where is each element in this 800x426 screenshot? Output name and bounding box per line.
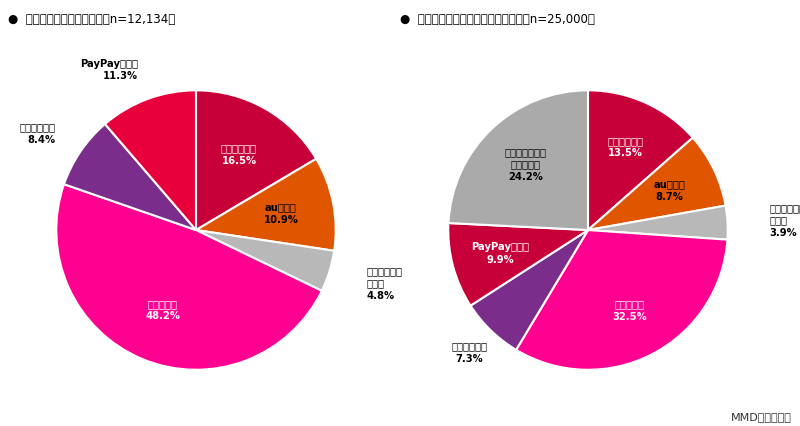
Wedge shape — [105, 90, 196, 230]
Text: PayPay経済圏
9.9%: PayPay経済圏 9.9% — [471, 242, 530, 265]
Text: ●  最も意識している経済圏（n=12,134）: ● 最も意識している経済圏（n=12,134） — [8, 13, 175, 26]
Text: ●  最も今後意識していきたい経済圏（n=25,000）: ● 最も今後意識していきたい経済圏（n=25,000） — [400, 13, 595, 26]
Wedge shape — [588, 206, 728, 240]
Wedge shape — [448, 223, 588, 305]
Text: au経済圏
10.9%: au経済圏 10.9% — [264, 202, 298, 225]
Text: イオン経済圏
8.4%: イオン経済圏 8.4% — [20, 122, 56, 144]
Text: PayPay経済圏
11.3%: PayPay経済圏 11.3% — [80, 59, 138, 81]
Wedge shape — [470, 230, 588, 350]
Wedge shape — [196, 90, 316, 230]
Wedge shape — [516, 230, 727, 370]
Wedge shape — [64, 124, 196, 230]
Wedge shape — [588, 138, 726, 230]
Text: MMD研究所調べ: MMD研究所調べ — [731, 412, 792, 422]
Wedge shape — [196, 230, 334, 291]
Text: ソフトバンク
経済圏
3.9%: ソフトバンク 経済圏 3.9% — [770, 203, 800, 238]
Wedge shape — [449, 90, 588, 230]
Text: au経済圏
8.7%: au経済圏 8.7% — [654, 179, 686, 202]
Text: 今後、経済圏は
意識しない
24.2%: 今後、経済圏は 意識しない 24.2% — [505, 147, 546, 181]
Wedge shape — [56, 184, 322, 370]
Text: ドコモ経済圏
16.5%: ドコモ経済圏 16.5% — [221, 144, 257, 166]
Text: イオン経済圏
7.3%: イオン経済圏 7.3% — [451, 341, 487, 364]
Wedge shape — [196, 159, 336, 251]
Text: ソフトバンク
経済圏
4.8%: ソフトバンク 経済圏 4.8% — [366, 266, 402, 301]
Wedge shape — [588, 90, 693, 230]
Text: 楽天経済圏
48.2%: 楽天経済圏 48.2% — [145, 299, 180, 321]
Text: 楽天経済圏
32.5%: 楽天経済圏 32.5% — [613, 299, 647, 322]
Text: ドコモ経済圏
13.5%: ドコモ経済圏 13.5% — [607, 136, 643, 158]
